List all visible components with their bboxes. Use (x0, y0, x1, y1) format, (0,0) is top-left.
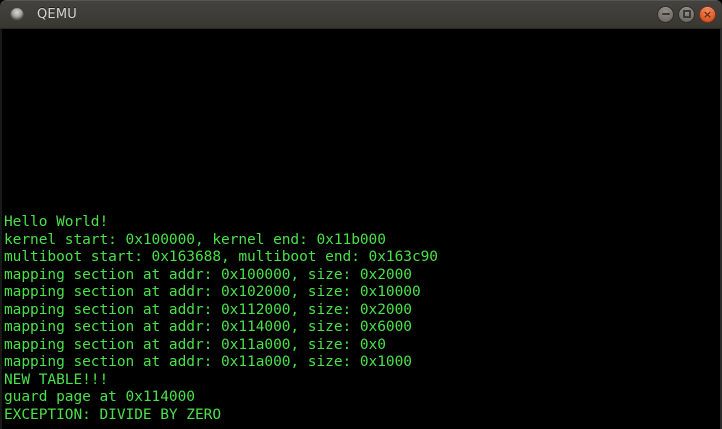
console-line: EXCEPTION: DIVIDE BY ZERO (4, 406, 221, 423)
maximize-icon (682, 10, 691, 18)
console-line: mapping section at addr: 0x114000, size:… (4, 319, 412, 335)
console-line: mapping section at addr: 0x112000, size:… (4, 301, 412, 318)
console-line: NEW TABLE!!! (4, 371, 109, 388)
minimize-icon (661, 13, 670, 15)
console-line: mapping section at addr: 0x102000, size:… (4, 284, 421, 300)
console-line: guard page at 0x114000 (4, 389, 195, 405)
maximize-button[interactable] (678, 5, 695, 23)
console-line: kernel start: 0x100000, kernel end: 0x11… (4, 231, 386, 248)
close-icon: × (702, 7, 713, 21)
console-line: Hello World! (4, 214, 109, 230)
window-title: QEMU (37, 6, 77, 22)
close-button[interactable]: × (699, 5, 716, 23)
qemu-app-icon (10, 7, 24, 21)
console-line: multiboot start: 0x163688, multiboot end… (4, 249, 438, 265)
console-output: Hello World! kernel start: 0x100000, kern… (4, 214, 438, 424)
minimize-button[interactable] (657, 5, 674, 23)
console-line: mapping section at addr: 0x100000, size:… (4, 266, 412, 283)
qemu-display-area[interactable]: Hello World! kernel start: 0x100000, kern… (0, 29, 722, 429)
vga-console-screen[interactable]: Hello World! kernel start: 0x100000, kern… (2, 29, 720, 429)
window-titlebar[interactable]: QEMU × (0, 0, 722, 29)
window-controls: × (657, 5, 716, 23)
console-line: mapping section at addr: 0x11a000, size:… (4, 336, 386, 353)
console-line: mapping section at addr: 0x11a000, size:… (4, 354, 412, 370)
